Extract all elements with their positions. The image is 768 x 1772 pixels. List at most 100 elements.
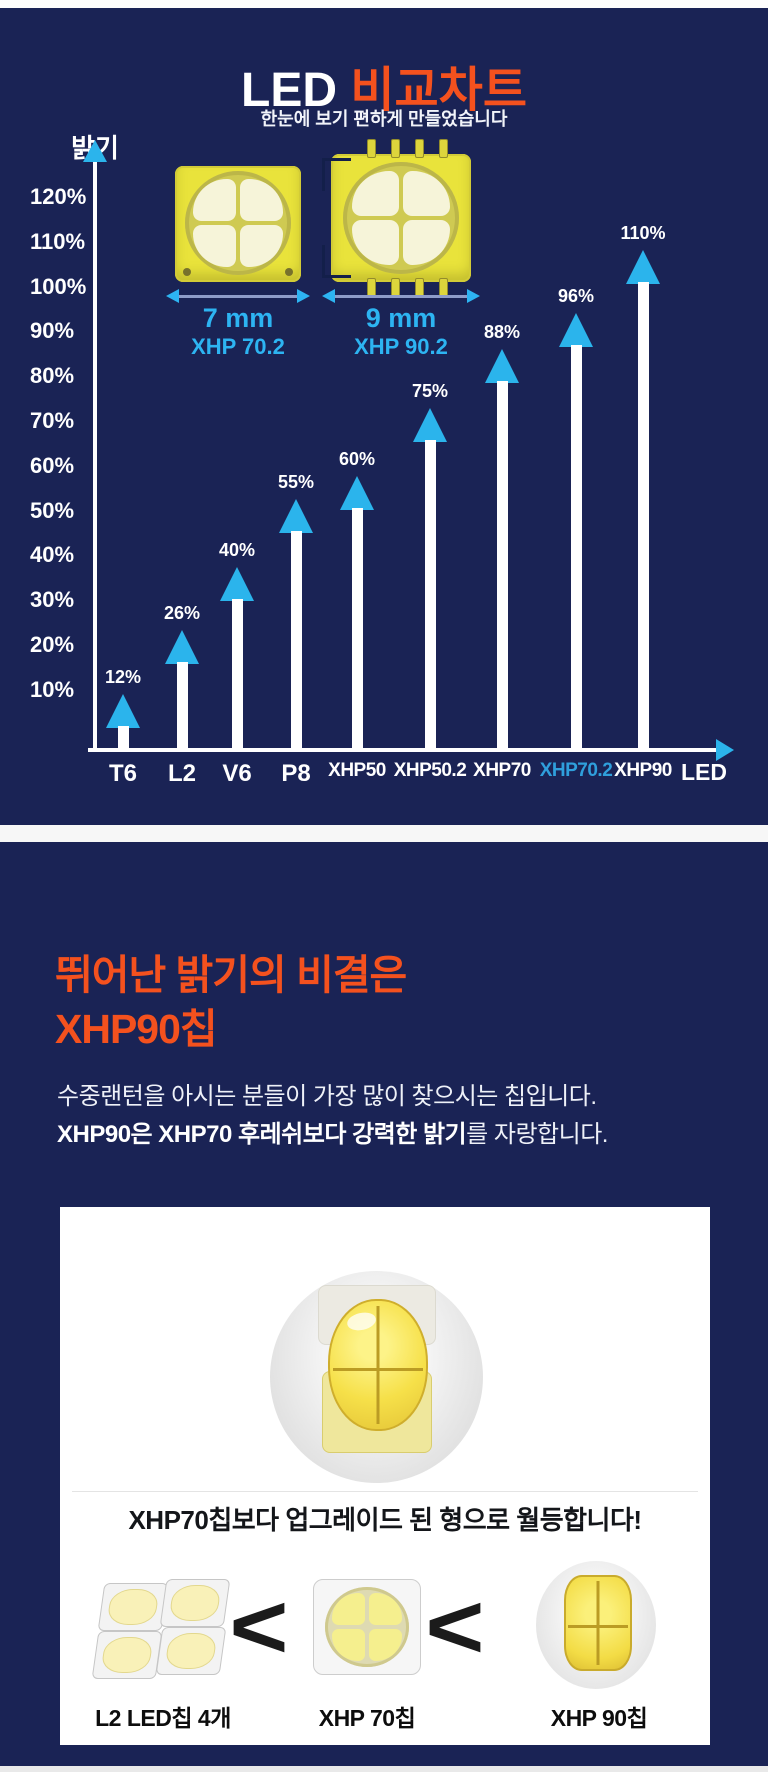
y-tick-label: 60% [30, 452, 75, 478]
x-label-XHP70: XHP70 [473, 760, 531, 781]
heading-line1: 뛰어난 밝기의 비결은 [55, 952, 407, 998]
chart-title-led: LED [241, 64, 337, 117]
led-comparison-chart-section: LED 비교차트 한눈에 보기 편하게 만들었습니다 밝기 120% 110% 10… [0, 8, 768, 825]
y-tick-label: 100% [30, 273, 87, 299]
xhp90-info-section: 뛰어난 밝기의 비결은 XHP90칩 수중랜턴을 아시는 분들이 가장 많이 찾… [0, 842, 768, 1766]
y-tick-label: 40% [30, 542, 75, 568]
y-tick-label: 90% [30, 318, 75, 344]
chip-comparison-card: XHP70칩보다 업그레이드 된 형으로 월등합니다! < < L2 LED칩 … [60, 1207, 710, 1745]
xhp70-2-chip-figure [175, 166, 301, 282]
chip-pin-icon [391, 139, 400, 158]
heading-line2: XHP90칩 [55, 1006, 218, 1052]
bar-shaft-P8 [290, 530, 302, 748]
l2-chip-icon [155, 1627, 227, 1675]
body-line2-bold: XHP90은 XHP70 후레쉬보다 강력한 밝기 [57, 1121, 467, 1148]
top-margin-strip [0, 0, 768, 8]
y-tick-label: 120% [30, 184, 87, 209]
y-tick-label: 80% [30, 363, 75, 389]
y-tick-label: 50% [30, 497, 75, 523]
bar-arrowhead-P8 [279, 498, 313, 533]
led-dome-icon [343, 162, 459, 274]
x-label-XHP90: XHP90 [614, 760, 672, 781]
body-line2-rest: 를 자랑합니다. [466, 1121, 608, 1148]
compare-item-label: XHP 70칩 [318, 1705, 416, 1731]
bar-shaft-XHP70.2 [570, 345, 582, 748]
chart-title: LED 비교차트 [0, 50, 768, 120]
x-axis-line [88, 748, 718, 752]
x-axis-title: LED [681, 759, 727, 785]
pcb-trace-icon [322, 245, 351, 278]
bar-value-XHP50.2: 75% [411, 381, 449, 402]
bar-arrowhead-XHP70.2 [559, 313, 593, 348]
chart-title-rest: 비교차트 [350, 64, 527, 117]
solder-pad-icon [183, 268, 191, 276]
x-label-XHP50.2: XHP50.2 [393, 760, 467, 781]
y-tick-label: 10% [30, 676, 75, 702]
less-than-symbol: < [425, 1576, 485, 1678]
card-caption: XHP70칩보다 업그레이드 된 형으로 월등합니다! [128, 1505, 642, 1535]
bar-value-XHP70: 88% [483, 322, 521, 343]
l2-chips-figure [91, 1579, 231, 1685]
x-label-L2: L2 [167, 760, 196, 787]
bar-arrowhead-T6 [106, 693, 140, 728]
bar-arrowhead-XHP70 [485, 349, 519, 384]
bar-arrowhead-XHP50 [340, 476, 374, 511]
x-label-XHP50: XHP50 [328, 760, 386, 781]
l2-chip-icon [159, 1579, 231, 1627]
bar-shaft-XHP50.2 [424, 440, 436, 748]
dimension-arrow-icon [166, 289, 310, 303]
bar-value-T6: 12% [104, 666, 142, 687]
x-label-T6: T6 [108, 760, 137, 787]
section-heading: 뛰어난 밝기의 비결은 XHP90칩 [55, 948, 407, 1056]
x-label-P8: P8 [281, 760, 311, 787]
l2-chip-icon [97, 1583, 169, 1631]
compare-item-label: L2 LED칩 4개 [95, 1705, 231, 1731]
x-label-XHP70.2: XHP70.2 [539, 760, 613, 781]
bar-value-XHP90: 110% [620, 222, 666, 243]
bar-shaft-XHP90 [637, 281, 649, 748]
chip-pin-icon [439, 139, 448, 158]
dimension-arrow-icon [322, 289, 480, 303]
bottom-margin-strip [0, 1766, 768, 1772]
bar-arrowhead-V6 [220, 566, 254, 601]
section-divider-strip [0, 825, 768, 842]
bar-shaft-V6 [231, 598, 243, 748]
y-axis-arrowhead-icon [83, 140, 107, 162]
l2-chip-icon [91, 1631, 163, 1679]
compare-item-label: XHP 90칩 [550, 1705, 648, 1731]
chart-subtitle: 한눈에 보기 편하게 만들었습니다 [260, 109, 508, 129]
chip-name-label: XHP 70.2 [191, 334, 285, 359]
led-dome-icon [325, 1587, 409, 1667]
bar-shaft-T6 [117, 725, 129, 748]
y-tick-label: 110% [30, 228, 86, 254]
bar-shaft-XHP70 [496, 381, 508, 748]
xhp90-2-chip-figure [322, 139, 471, 297]
y-tick-label: 30% [30, 587, 75, 613]
led-dome-icon [564, 1575, 632, 1671]
less-than-symbol: < [229, 1576, 289, 1678]
chip-pin-icon [367, 139, 376, 158]
x-axis-arrowhead-icon [716, 739, 734, 761]
y-tick-label: 70% [30, 408, 75, 433]
solder-pad-icon [285, 268, 293, 276]
xhp90-chip-photo [270, 1271, 483, 1483]
y-axis-line [93, 160, 97, 748]
bar-shaft-L2 [176, 662, 188, 748]
bar-value-L2: 26% [163, 603, 201, 624]
led-dome-icon [185, 171, 291, 275]
chip-size-label: 7 mm [202, 303, 274, 333]
chip-size-label: 9 mm [365, 303, 437, 333]
bar-value-V6: 40% [218, 539, 256, 560]
card-divider [72, 1491, 698, 1492]
pcb-trace-icon [322, 158, 351, 191]
bar-value-XHP70.2: 96% [557, 286, 595, 307]
section-body-text: 수중랜턴을 아시는 분들이 가장 많이 찾으시는 칩입니다. XHP90은 XH… [57, 1078, 608, 1154]
xhp90-led-dome-icon [328, 1299, 428, 1431]
y-tick-label: 20% [30, 632, 75, 657]
chip-name-label: XHP 90.2 [354, 334, 448, 359]
chip-pin-icon [415, 139, 424, 158]
body-line1: 수중랜턴을 아시는 분들이 가장 많이 찾으시는 칩입니다. [57, 1083, 597, 1110]
bar-arrowhead-XHP50.2 [413, 408, 447, 443]
bar-value-XHP50: 60% [338, 449, 376, 470]
x-label-V6: V6 [222, 760, 252, 787]
